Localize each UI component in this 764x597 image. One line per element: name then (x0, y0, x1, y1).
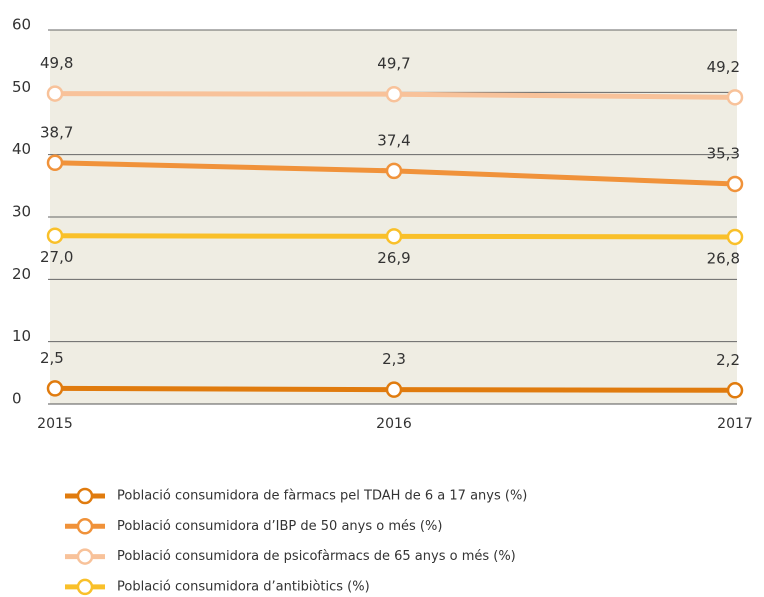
value-label: 37,4 (377, 131, 410, 149)
value-label: 26,8 (707, 249, 740, 267)
data-point (385, 381, 403, 398)
data-point (385, 162, 403, 180)
value-label: 49,7 (377, 55, 410, 73)
legend-marker (76, 548, 94, 565)
legend-label: Població consumidora de fàrmacs pel TDAH… (117, 489, 527, 504)
legend-label: Població consumidora d’IBP de 50 anys o … (117, 519, 442, 534)
data-point (726, 382, 744, 399)
x-tick-label: 2016 (376, 416, 412, 432)
value-label: 38,7 (40, 123, 73, 141)
value-label: 2,3 (382, 350, 406, 368)
value-label: 2,5 (40, 349, 64, 367)
y-tick-label: 40 (12, 140, 31, 158)
data-point (726, 175, 744, 193)
value-label: 27,0 (40, 248, 73, 266)
y-tick-label: 50 (12, 78, 31, 96)
data-point (385, 228, 403, 245)
legend-label: Població consumidora d’antibiòtics (%) (117, 579, 370, 594)
y-tick-label: 30 (12, 203, 31, 221)
data-point (726, 228, 744, 246)
data-point (726, 89, 744, 106)
data-point (46, 154, 64, 172)
data-point (46, 227, 64, 244)
value-label: 2,2 (716, 351, 740, 369)
x-tick-label: 2017 (717, 416, 753, 432)
value-label: 49,8 (40, 54, 73, 72)
legend-marker (76, 487, 94, 505)
data-point (46, 380, 64, 397)
legend-label: Població consumidora de psicofàrmacs de … (117, 549, 516, 564)
x-tick-label: 2015 (37, 416, 73, 432)
value-label: 49,2 (707, 58, 740, 76)
y-tick-label: 0 (12, 390, 22, 408)
legend-marker (76, 578, 94, 596)
data-point (385, 85, 403, 103)
y-tick-label: 60 (12, 16, 31, 34)
y-tick-label: 10 (12, 327, 31, 345)
y-tick-label: 20 (12, 265, 31, 283)
legend-marker (76, 518, 94, 535)
value-label: 26,9 (377, 249, 410, 267)
data-point (46, 85, 64, 102)
value-label: 35,3 (707, 144, 740, 162)
